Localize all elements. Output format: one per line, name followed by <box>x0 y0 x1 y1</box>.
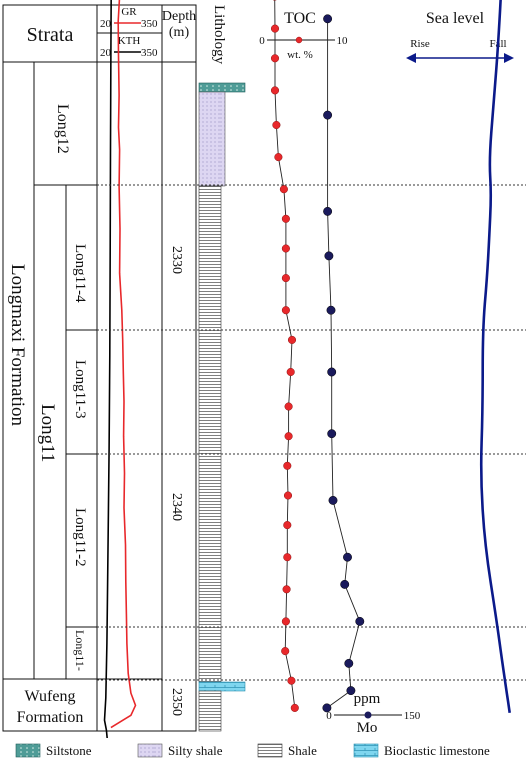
depth-tick-2340: 2340 <box>169 493 184 521</box>
toc-series <box>270 0 299 712</box>
toc-point <box>286 367 295 377</box>
member-label: Long11 <box>37 404 58 462</box>
mo-series <box>322 14 365 713</box>
toc-point <box>290 703 299 712</box>
gr-curve <box>110 0 137 729</box>
toc-point <box>270 24 280 33</box>
mo-label: Mo <box>357 720 378 736</box>
mo-point <box>344 658 354 668</box>
mo-unit: ppm <box>354 691 381 707</box>
mo-point <box>323 110 333 120</box>
toc-point <box>281 617 290 626</box>
depth-header: Depth <box>162 9 196 24</box>
header: Strata GR 20 350 KTH 20 350 Depth (m) Li… <box>2 4 514 65</box>
kth-curve <box>103 0 112 738</box>
toc-point <box>284 402 293 411</box>
lith-shale-lower <box>198 690 222 732</box>
depth-tick-2330: 2330 <box>169 246 184 274</box>
strata-column: Longmaxi Formation Long11 Long12 Long11-… <box>2 61 163 732</box>
toc-point <box>272 120 281 130</box>
unit-boundaries <box>97 184 526 681</box>
depth-unit: (m) <box>169 25 190 40</box>
toc-point <box>270 86 280 95</box>
legend-label-shale: Shale <box>288 743 317 758</box>
legend-swatch-shale <box>257 743 283 758</box>
toc-point <box>287 676 296 685</box>
lith-siltstone <box>198 82 246 93</box>
toc-point <box>287 335 297 344</box>
toc-point <box>281 647 290 656</box>
unit-long11-3: Long11-3 <box>72 360 88 419</box>
mo-point <box>343 552 352 562</box>
lith-shale <box>198 185 222 683</box>
toc-point <box>283 553 292 562</box>
lithology-column <box>198 82 246 732</box>
lith-bioclastic-limestone <box>198 681 246 692</box>
mo-point <box>322 703 332 713</box>
toc-point <box>281 244 290 253</box>
toc-point <box>283 491 293 500</box>
mo-point <box>346 686 356 696</box>
depth-tick-2350: 2350 <box>169 688 184 716</box>
toc-point <box>283 521 292 530</box>
gr-header: GR <box>121 6 137 18</box>
toc-axis-max: 10 <box>337 35 349 47</box>
toc-point <box>270 54 280 63</box>
gr-min: 20 <box>100 18 112 30</box>
legend-label-silty-shale: Silty shale <box>168 743 223 758</box>
unit-long11-1: Long11- <box>73 630 87 671</box>
mo-point <box>323 206 333 216</box>
mo-point <box>326 305 336 315</box>
unit-long12: Long12 <box>54 104 71 154</box>
legend-label-bioclastic-limestone: Bioclastic limestone <box>384 743 490 758</box>
toc-point <box>279 185 288 194</box>
toc-unit: wt. % <box>287 49 313 61</box>
mo-line <box>326 18 361 709</box>
legend: Siltstone Silty shale Shale Bioclastic l… <box>15 743 490 758</box>
wufeng-label-line2: Formation <box>17 709 84 726</box>
mo-point <box>323 14 333 24</box>
toc-point <box>274 153 283 162</box>
formation-label: Longmaxi Formation <box>7 264 28 427</box>
legend-swatch-bioclastic-limestone <box>353 743 379 758</box>
lithology-header: Lithology <box>211 5 227 65</box>
sea-level-title: Sea level <box>426 10 485 27</box>
mo-axis-min: 0 <box>326 710 332 722</box>
mo-point <box>324 251 334 261</box>
well-log-diagram: Strata GR 20 350 KTH 20 350 Depth (m) Li… <box>2 0 526 738</box>
legend-label-siltstone: Siltstone <box>46 743 92 758</box>
gr-max: 350 <box>141 18 158 30</box>
toc-point <box>281 274 290 283</box>
wufeng-label-line1: Wufeng <box>25 688 76 705</box>
toc-line <box>274 0 296 708</box>
sea-level-curve <box>479 0 511 713</box>
mo-point <box>327 429 337 439</box>
toc-title: TOC <box>284 10 316 27</box>
mo-axis-max: 150 <box>404 710 421 722</box>
toc-point <box>281 306 290 315</box>
toc-axis-min: 0 <box>259 35 265 47</box>
strata-header: Strata <box>27 24 74 46</box>
kth-header: KTH <box>118 35 141 47</box>
rise-label: Rise <box>410 38 430 50</box>
kth-min: 20 <box>100 47 112 59</box>
depth-column: 2330 2340 2350 <box>161 61 197 732</box>
mo-point <box>355 616 365 626</box>
mo-point <box>340 579 350 589</box>
legend-swatch-silty-shale <box>137 743 163 758</box>
unit-long11-4: Long11-4 <box>72 244 88 303</box>
toc-point <box>281 214 290 223</box>
mo-axis: ppm 0 150 Mo <box>326 691 421 736</box>
toc-point <box>283 461 292 470</box>
unit-long11-2: Long11-2 <box>72 508 88 567</box>
kth-max: 350 <box>141 47 158 59</box>
toc-point <box>284 432 293 441</box>
mo-point <box>327 367 337 377</box>
lith-silty-shale <box>198 91 226 187</box>
mo-point <box>328 495 338 505</box>
legend-swatch-siltstone <box>15 743 41 758</box>
toc-point <box>282 585 291 594</box>
